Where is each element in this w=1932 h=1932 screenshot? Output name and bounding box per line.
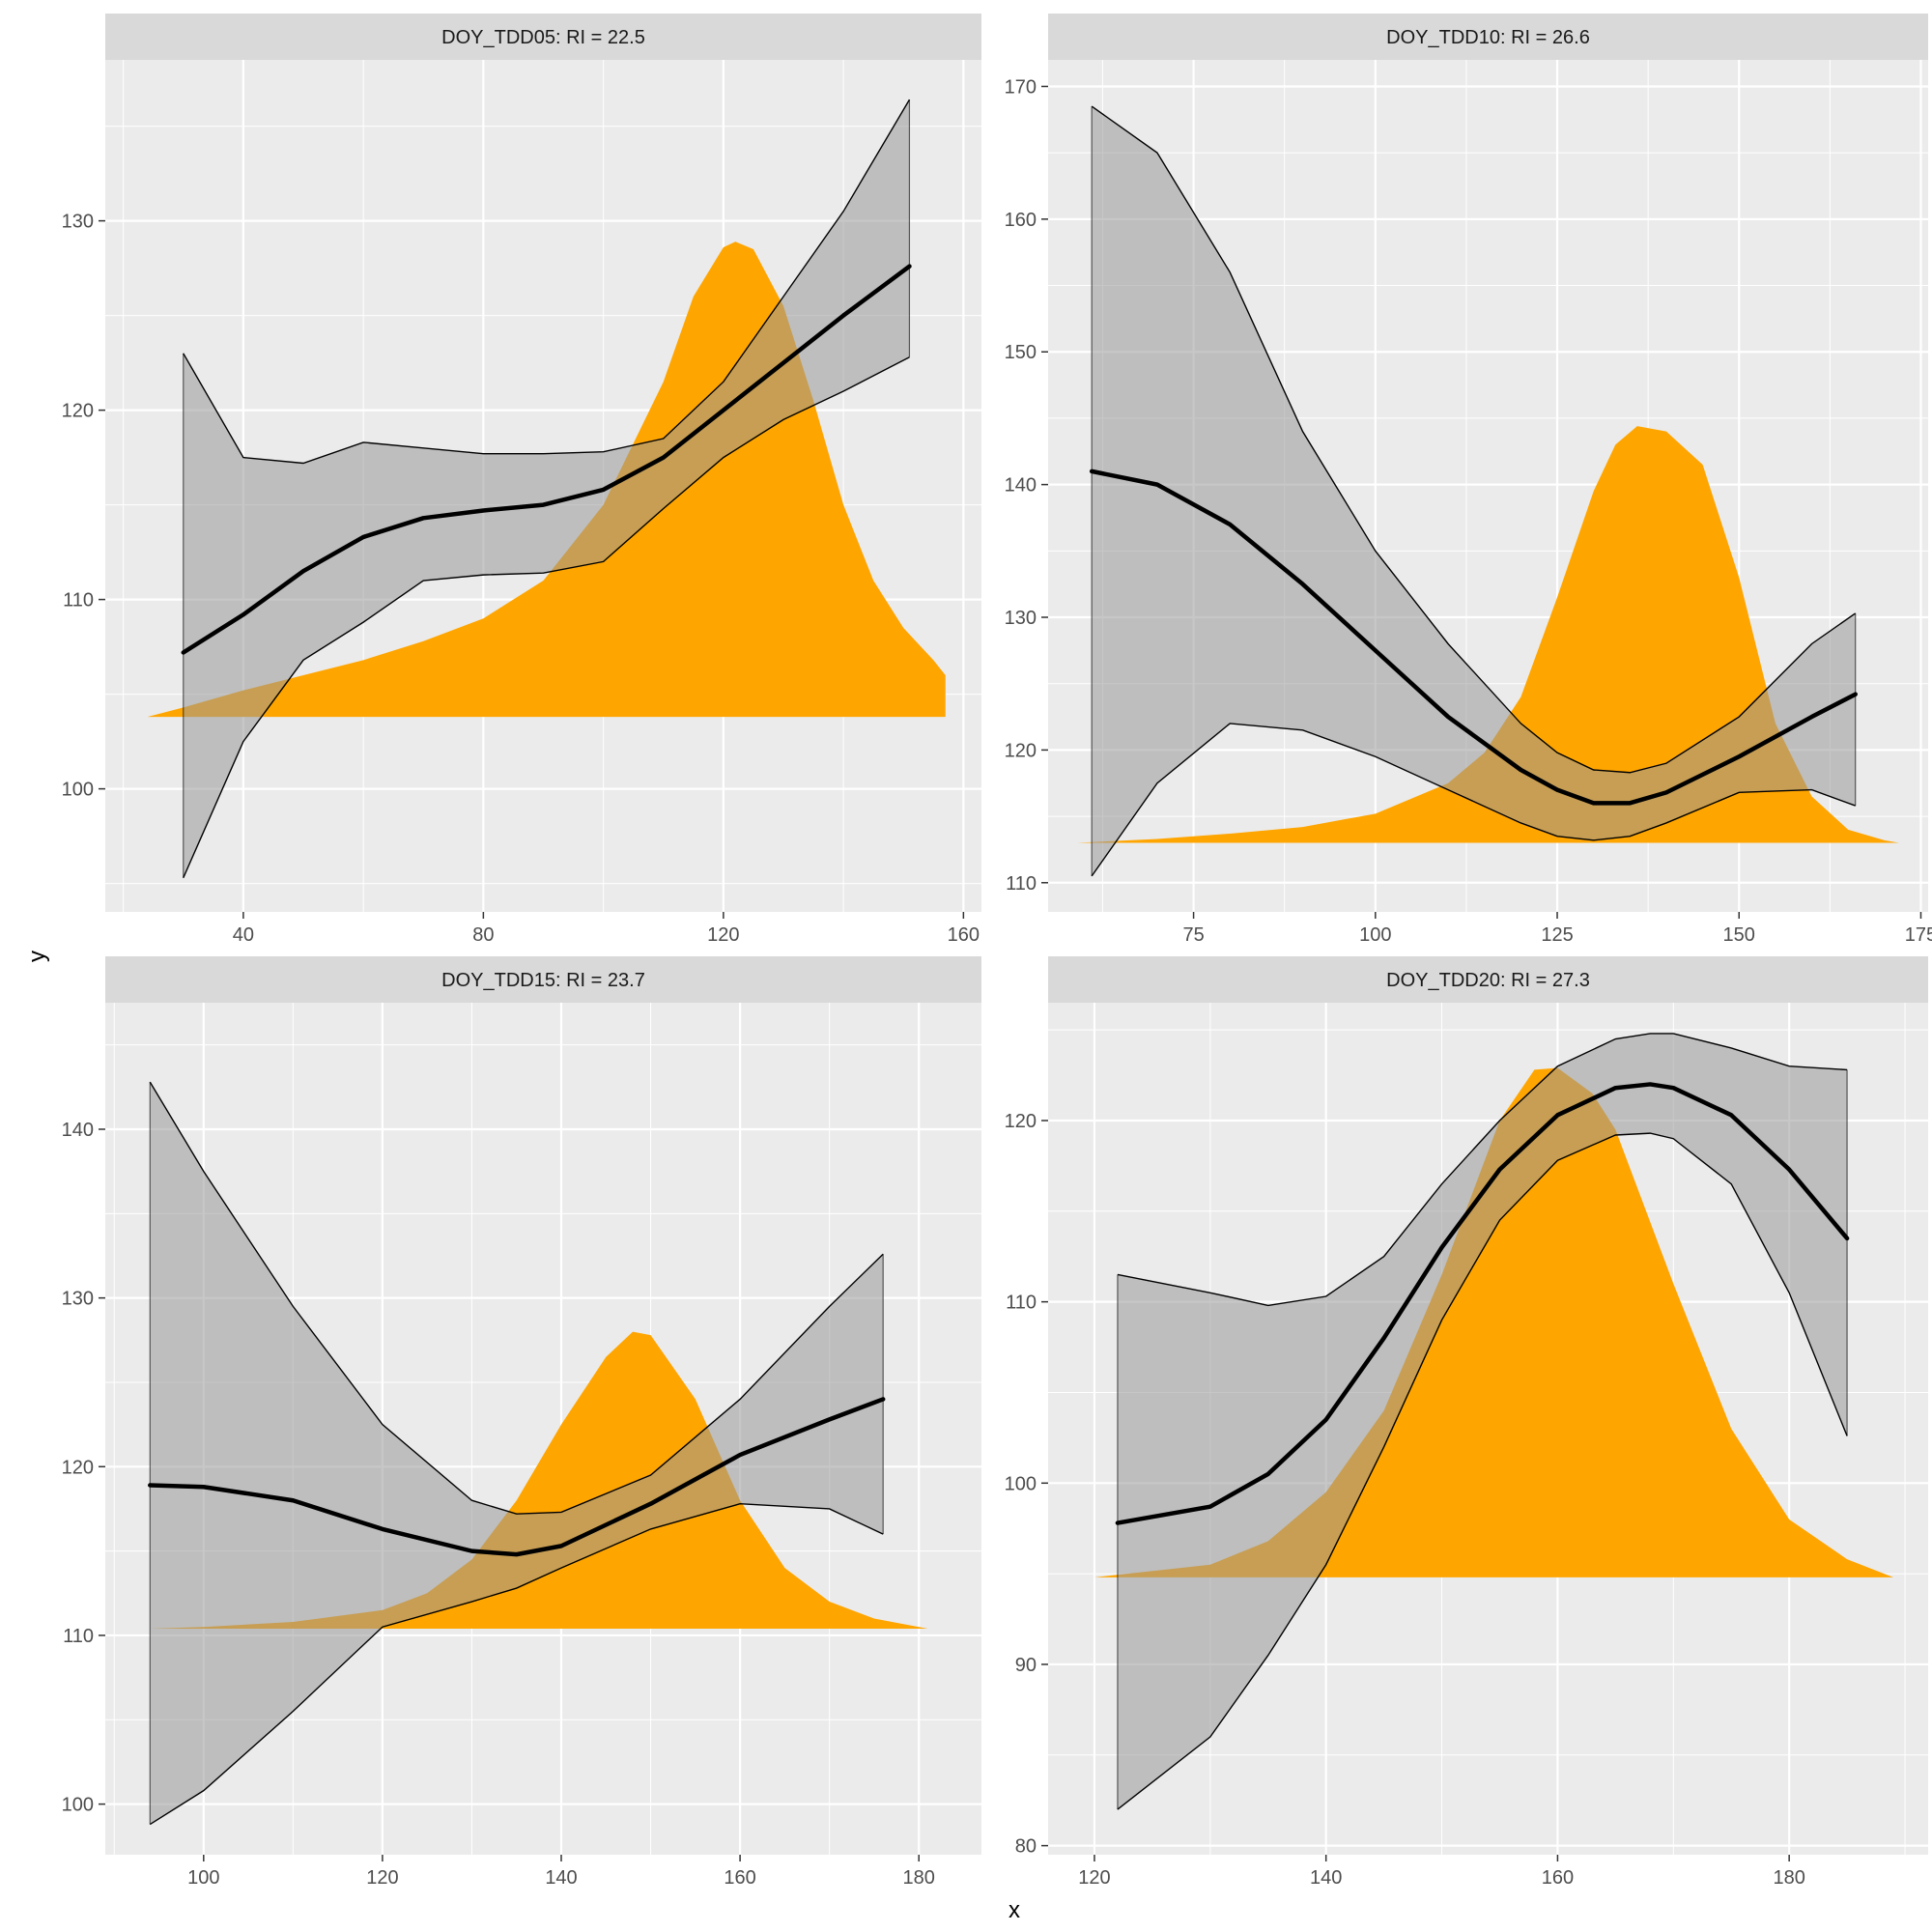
ribbon-lower-line	[183, 356, 910, 879]
y-tick-label: 130	[62, 1289, 94, 1310]
y-tick-label: 150	[1005, 342, 1037, 363]
x-tick-label: 175	[1905, 924, 1932, 946]
confidence-ribbon	[1092, 106, 1856, 876]
y-tick-label: 130	[62, 212, 94, 233]
ribbon-upper-line	[149, 1081, 884, 1515]
x-tick-label: 140	[1310, 1867, 1342, 1889]
y-tick-label: 110	[63, 1626, 94, 1647]
x-tick-label: 180	[1773, 1867, 1804, 1889]
panel-strip	[105, 14, 981, 60]
panel-title: DOY_TDD20: RI = 27.3	[1386, 970, 1590, 991]
smooth-fit-line	[181, 264, 912, 655]
ribbon-upper-line	[1117, 1033, 1848, 1307]
confidence-ribbon	[150, 1082, 884, 1825]
y-tick-label: 110	[1006, 1293, 1037, 1314]
x-tick-label: 100	[1359, 924, 1391, 946]
x-tick-label: 125	[1541, 924, 1573, 946]
density-area	[1094, 1067, 1894, 1577]
y-tick-label: 80	[1015, 1836, 1037, 1858]
panel-title: DOY_TDD15: RI = 23.7	[441, 970, 645, 991]
y-tick-label: 90	[1015, 1655, 1037, 1676]
y-tick-label: 130	[1005, 608, 1037, 629]
y-tick-label: 140	[62, 1120, 94, 1141]
x-tick-label: 180	[903, 1867, 935, 1889]
x-tick-label: 160	[724, 1867, 755, 1889]
smooth-fit-line	[148, 1397, 886, 1557]
ribbon-upper-line	[1091, 105, 1857, 774]
panel-2: DOY_TDD10: RI = 26.6 75 100 125 150 175 110 120…	[1005, 14, 1932, 946]
panel-strip	[1048, 956, 1928, 1003]
ribbon-lower-line	[1091, 723, 1856, 877]
y-tick-label: 160	[1005, 210, 1037, 231]
panel-1: DOY_TDD05: RI = 22.5 40 80 120 160 100 110 120 1…	[62, 14, 981, 946]
x-tick-label: 160	[1542, 1867, 1574, 1889]
smooth-fit-line	[1089, 469, 1858, 806]
y-axis-title: y	[24, 951, 50, 962]
panel-title: DOY_TDD05: RI = 22.5	[441, 27, 645, 48]
ribbon-lower-line	[149, 1503, 884, 1826]
ribbon-upper-line	[183, 99, 911, 465]
panel-strip	[105, 956, 981, 1003]
x-tick-label: 120	[707, 924, 739, 946]
panel-title: DOY_TDD10: RI = 26.6	[1386, 27, 1590, 48]
smooth-fit-line	[1115, 1082, 1850, 1525]
panel-3: DOY_TDD15: RI = 23.7 100 120 140 160 180 100 11…	[62, 956, 981, 1889]
density-area	[150, 1331, 928, 1629]
confidence-ribbon	[183, 99, 910, 878]
ribbon-lower-line	[1117, 1132, 1848, 1810]
panels-group: DOY_TDD05: RI = 22.5 40 80 120 160 100 110 120 1…	[62, 14, 1932, 1889]
x-tick-label: 75	[1182, 924, 1204, 946]
y-tick-label: 100	[1005, 1473, 1037, 1494]
y-tick-label: 100	[62, 1795, 94, 1816]
x-tick-label: 100	[187, 1867, 219, 1889]
y-tick-label: 140	[1005, 475, 1037, 497]
y-tick-label: 110	[63, 590, 94, 611]
y-tick-label: 110	[1006, 873, 1037, 895]
confidence-ribbon	[1117, 1033, 1848, 1810]
x-tick-label: 120	[1078, 1867, 1110, 1889]
x-axis-title: x	[1009, 1897, 1020, 1923]
x-tick-label: 150	[1723, 924, 1755, 946]
y-tick-label: 120	[1005, 1111, 1037, 1132]
y-tick-label: 170	[1005, 76, 1037, 98]
panel-strip	[1048, 14, 1928, 60]
y-tick-label: 120	[1005, 740, 1037, 761]
y-tick-label: 100	[62, 780, 94, 801]
x-tick-label: 120	[366, 1867, 398, 1889]
panel-4: DOY_TDD20: RI = 27.3 120 140 160 180 80 90 100 1…	[1005, 956, 1928, 1889]
x-tick-label: 80	[472, 924, 494, 946]
x-tick-label: 40	[233, 924, 254, 946]
x-tick-label: 160	[948, 924, 980, 946]
y-tick-label: 120	[62, 1457, 94, 1478]
y-tick-label: 120	[62, 401, 94, 422]
density-area	[1077, 426, 1899, 843]
x-tick-label: 140	[545, 1867, 577, 1889]
